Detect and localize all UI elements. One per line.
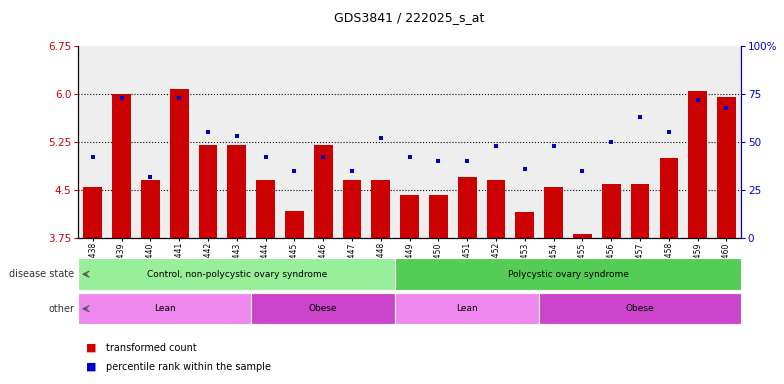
Bar — [395, 293, 539, 324]
Point — [289, 168, 301, 174]
Point — [201, 129, 214, 136]
Bar — [170, 89, 189, 238]
Bar — [83, 187, 102, 238]
Point — [490, 143, 503, 149]
Bar — [78, 293, 251, 324]
Text: other: other — [49, 304, 74, 314]
Point — [576, 168, 589, 174]
Point — [691, 97, 704, 103]
Point — [144, 174, 157, 180]
Text: ■: ■ — [86, 343, 96, 353]
Point — [662, 129, 675, 136]
Text: Lean: Lean — [154, 304, 176, 313]
Text: Obese: Obese — [626, 304, 655, 313]
Point — [720, 104, 733, 111]
Point — [375, 135, 387, 141]
Point — [432, 158, 445, 164]
Bar — [717, 97, 736, 238]
Bar — [112, 94, 131, 238]
Bar — [487, 180, 506, 238]
Point — [547, 143, 560, 149]
Bar — [343, 180, 361, 238]
Point — [518, 166, 531, 172]
Text: transformed count: transformed count — [106, 343, 197, 353]
Text: Polycystic ovary syndrome: Polycystic ovary syndrome — [507, 270, 629, 279]
Point — [461, 158, 474, 164]
Bar — [198, 145, 217, 238]
Bar — [688, 91, 707, 238]
Bar — [516, 212, 534, 238]
Text: Obese: Obese — [309, 304, 338, 313]
Bar — [372, 180, 390, 238]
Bar — [401, 195, 419, 238]
Bar — [573, 233, 592, 238]
Bar — [141, 180, 160, 238]
Bar — [429, 195, 448, 238]
Point — [86, 154, 99, 161]
Bar — [602, 184, 621, 238]
Point — [633, 114, 646, 120]
Bar — [78, 258, 395, 290]
Bar — [256, 180, 275, 238]
Text: percentile rank within the sample: percentile rank within the sample — [106, 362, 270, 372]
Bar — [395, 258, 741, 290]
Bar — [539, 293, 741, 324]
Point — [317, 154, 329, 161]
Point — [260, 154, 272, 161]
Point — [403, 154, 416, 161]
Point — [115, 95, 128, 101]
Bar — [314, 145, 332, 238]
Point — [230, 133, 243, 139]
Text: ■: ■ — [86, 362, 96, 372]
Bar — [458, 177, 477, 238]
Bar — [544, 187, 563, 238]
Point — [605, 139, 618, 145]
Bar — [659, 158, 678, 238]
Bar — [251, 293, 395, 324]
Point — [173, 95, 186, 101]
Text: GDS3841 / 222025_s_at: GDS3841 / 222025_s_at — [335, 12, 485, 25]
Bar — [227, 145, 246, 238]
Text: Control, non-polycystic ovary syndrome: Control, non-polycystic ovary syndrome — [147, 270, 327, 279]
Bar — [285, 210, 303, 238]
Text: Lean: Lean — [456, 304, 478, 313]
Bar — [630, 184, 649, 238]
Text: disease state: disease state — [9, 269, 74, 279]
Point — [346, 168, 358, 174]
